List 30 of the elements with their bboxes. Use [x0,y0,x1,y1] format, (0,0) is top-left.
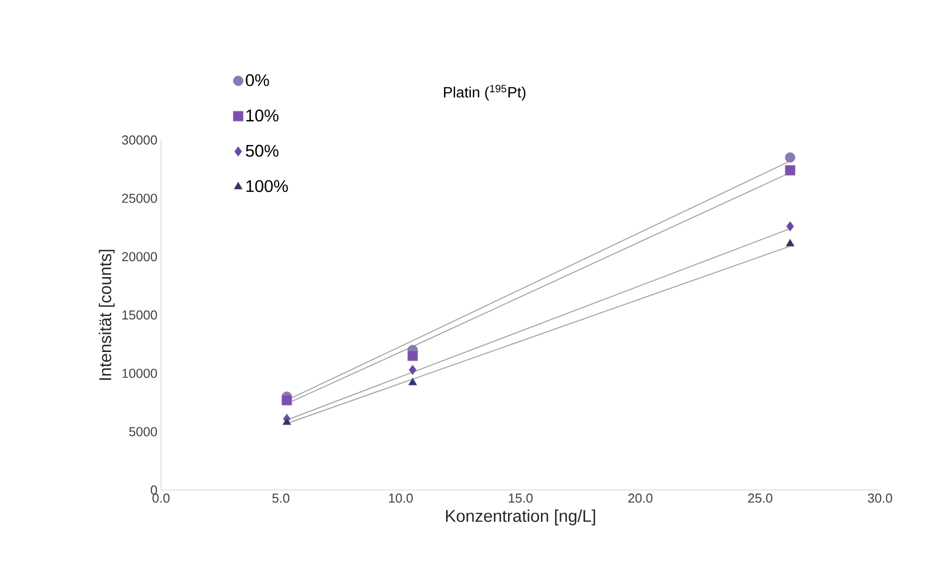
legend-label: 50% [246,144,278,157]
y-tick-label: 0 [150,485,157,495]
chart-title: Platin ($^{195}$Pt) [444,84,526,100]
y-tick-label: 30000 [122,135,157,145]
y-tick-label: 10000 [122,368,157,378]
x-tick-label: 30.0 [868,494,892,503]
y-tick-label: 15000 [122,310,157,320]
x-tick-label: 25.0 [748,494,772,503]
point [784,165,796,176]
point [408,377,418,386]
legend-label: 0% [246,74,270,86]
y-tick-label: 5000 [129,427,157,436]
x-tick-label: 20.0 [628,494,652,503]
x-tick-label: 5.0 [272,494,290,503]
x-axis-title: Konzentration [ng/L] [446,510,596,526]
point [282,394,292,406]
point [786,238,795,247]
point [786,221,794,232]
legend-label: 10% [246,109,278,122]
y-axis-title: Intensität [counts] [98,250,115,380]
x-tick-label: 10.0 [389,494,413,503]
x-tick-label: 0.0 [152,494,170,503]
legend-label: 100% [246,180,288,192]
y-tick-label: 20000 [122,252,157,262]
point [408,364,417,376]
point [282,417,292,426]
x-tick-label: 15.0 [508,494,533,503]
point [784,152,796,163]
point [407,350,418,362]
y-tick-label: 25000 [122,194,157,203]
